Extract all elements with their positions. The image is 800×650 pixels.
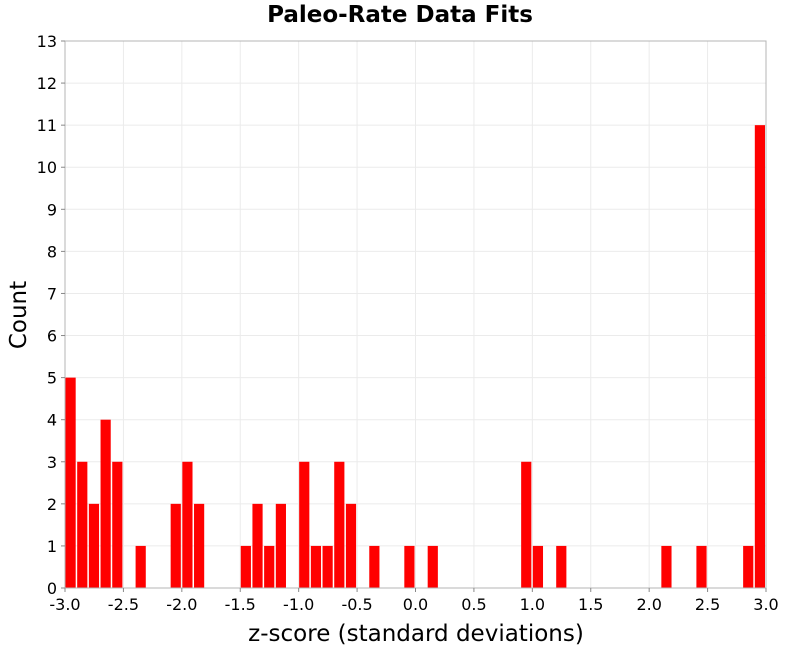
y-tick-label: 12 (37, 74, 57, 93)
y-tick-label: 6 (47, 327, 57, 346)
y-tick-label: 11 (37, 116, 57, 135)
y-tick-label: 10 (37, 158, 57, 177)
x-tick-label: -2.5 (108, 595, 139, 614)
x-tick-label: 0.5 (461, 595, 486, 614)
x-tick-label: 1.5 (578, 595, 603, 614)
histogram-bar (240, 545, 251, 588)
histogram-bar (170, 503, 181, 588)
x-tick-label: 3.0 (753, 595, 778, 614)
x-tick-label: 2.0 (636, 595, 661, 614)
histogram-bar (310, 545, 322, 588)
histogram-bar (65, 377, 76, 588)
x-axis-ticks: -3.0 -2.5 -2.0 -1.5 -1.0 -0.5 0.0 0.5 1.0 1.5 2.0 2… (49, 588, 779, 614)
histogram-bar (135, 545, 146, 588)
x-tick-label: -1.0 (283, 595, 314, 614)
x-tick-label: -0.5 (341, 595, 372, 614)
x-tick-label: 1.0 (520, 595, 545, 614)
y-tick-label: 3 (47, 453, 57, 472)
histogram-bar (252, 503, 263, 588)
histogram-bar (334, 461, 345, 588)
histogram-bar (556, 545, 567, 588)
y-tick-label: 5 (47, 369, 57, 388)
x-axis-label: z-score (standard deviations) (248, 621, 584, 647)
histogram-bar (754, 125, 765, 589)
y-tick-label: 0 (47, 579, 57, 598)
histogram-bar (404, 545, 415, 588)
x-tick-label: 2.5 (695, 595, 720, 614)
histogram-bar (88, 503, 100, 588)
y-tick-label: 2 (47, 495, 57, 514)
histogram-bar (275, 503, 286, 588)
x-tick-label: -1.5 (225, 595, 256, 614)
histogram-bar (427, 545, 438, 588)
histogram-bar (345, 503, 357, 588)
y-tick-label: 13 (37, 32, 57, 51)
x-tick-label: 0.0 (403, 595, 428, 614)
y-tick-label: 8 (47, 242, 57, 261)
histogram-bar (194, 503, 205, 588)
y-axis-label: Count (6, 281, 32, 349)
y-tick-label: 1 (47, 537, 57, 556)
histogram-bar (322, 545, 333, 588)
x-tick-label: -2.0 (166, 595, 197, 614)
histogram-bar (299, 461, 310, 588)
histogram-bar (661, 545, 672, 588)
y-tick-label: 9 (47, 200, 57, 219)
histogram-bar (182, 461, 193, 588)
grid-lines (64, 40, 767, 589)
y-tick-label: 7 (47, 284, 57, 303)
y-tick-label: 4 (47, 411, 57, 430)
histogram-bar (100, 419, 111, 588)
x-tick-label: -3.0 (49, 595, 80, 614)
histogram-bar (77, 461, 88, 588)
histogram-bar (696, 545, 707, 588)
histogram-bar (112, 461, 123, 588)
histogram-bar (743, 545, 754, 588)
histogram-bar (532, 545, 544, 588)
histogram-bar (264, 545, 275, 588)
histogram-bar (369, 545, 380, 588)
chart-title: Paleo-Rate Data Fits (267, 2, 533, 28)
histogram-bar (521, 461, 532, 588)
bars (65, 125, 765, 589)
